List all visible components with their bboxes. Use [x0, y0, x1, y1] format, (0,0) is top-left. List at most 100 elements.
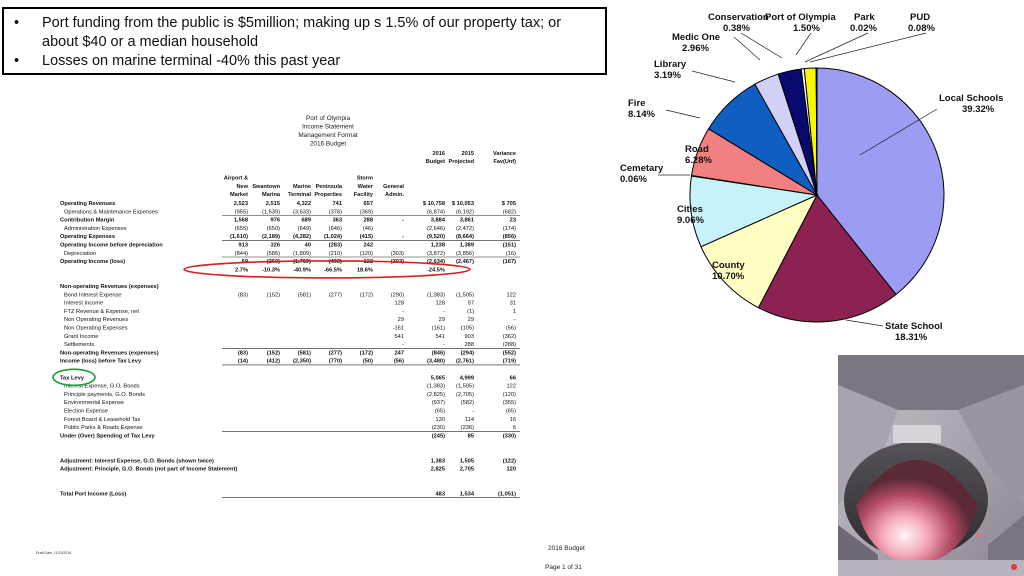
statement-cell: (646)	[329, 226, 342, 232]
statement-cell: (3,480)	[427, 359, 445, 365]
statement-cell: 16	[510, 417, 516, 423]
statement-cell: -	[514, 317, 516, 323]
statement-cell: -24.5%	[427, 267, 445, 273]
statement-cell: 40	[305, 243, 311, 249]
statement-row-label: Under (Over) Spending of Tax Levy	[60, 433, 156, 439]
pie-slice-pud	[815, 67, 818, 196]
pie-label-value: 9.06%	[677, 215, 704, 226]
statement-row: Adjustment: Interest Expense, G.O. Bonds…	[60, 458, 516, 464]
statement-cell: (120)	[503, 392, 516, 398]
pie-label-name: Cities	[677, 204, 703, 215]
statement-cell: $ 705	[502, 201, 516, 207]
pie-label-name: Medic One	[672, 32, 720, 43]
statement-cell: (4,282)	[293, 234, 311, 240]
pie-leader-line	[795, 32, 812, 56]
statement-cell: 657	[364, 201, 374, 207]
statement-cell: (8,664)	[456, 234, 474, 240]
statement-cell: (1,769)	[293, 259, 311, 265]
statement-cell: (50)	[363, 359, 373, 365]
statement-row-label: Interest Expense, G.O. Bonds	[64, 384, 140, 390]
pie-slice-local-schools	[816, 67, 945, 296]
statement-cell: (6,192)	[456, 209, 474, 215]
statement-cell: -	[402, 342, 404, 348]
statement-cell: (415)	[360, 234, 373, 240]
statement-cell: (2,761)	[456, 359, 474, 365]
pie-label-name: Library	[654, 59, 687, 70]
statement-title-line: Port of Olympia	[306, 115, 350, 122]
statement-cell: (2,646)	[427, 226, 445, 232]
statement-row: Bond Interest Expense (83) (152) (581) (277)…	[64, 292, 516, 298]
statement-cell: (3,872)	[427, 251, 445, 257]
pie-leader-line	[859, 108, 938, 156]
statement-cell: 122	[507, 384, 517, 390]
statement-cell: 288	[465, 342, 475, 348]
pie-label-name: Local Schools	[939, 93, 1003, 104]
statement-row-label: Settlements	[64, 342, 94, 348]
statement-row-label: Interest Income	[64, 301, 103, 307]
statement-column-header-line: Projected	[449, 159, 475, 165]
statement-cell: (581)	[298, 350, 311, 356]
pie-leader-line	[733, 36, 761, 61]
statement-row: Non Operating Revenues 29 29 29 -	[64, 317, 516, 323]
statement-cell: (65)	[435, 409, 445, 415]
statement-row-label: Depreciation	[64, 251, 96, 257]
statement-row-label: Contribution Margin	[60, 218, 115, 224]
statement-column-header-line: Market	[230, 192, 248, 198]
statement-cell: (6,874)	[427, 209, 445, 215]
statement-cell: (1,539)	[262, 209, 280, 215]
statement-row-label: Operating Revenues	[60, 201, 115, 207]
statement-cell: 288	[364, 218, 374, 224]
statement-row: Under (Over) Spending of Tax Levy (245) 85…	[60, 433, 516, 439]
statement-cell: -	[402, 309, 404, 315]
statement-cell: (9,520)	[427, 234, 445, 240]
statement-cell: 1,389	[460, 243, 474, 249]
statement-annotations	[52, 260, 471, 387]
pie-label-name: PUD	[910, 12, 930, 23]
statement-title-line: 2016 Budget	[310, 141, 346, 148]
statement-cell: (493)	[329, 259, 342, 265]
statement-row-label: Operations & Maintenance Expenses	[64, 209, 158, 215]
statement-cell: 122	[507, 292, 517, 298]
statement-cell: 4,999	[460, 375, 474, 381]
statement-row: Public Parks & Roads Expense (230) (236) 6	[64, 425, 520, 432]
statement-cell: 18.6%	[357, 267, 373, 273]
statement-cell: 2,523	[234, 201, 248, 207]
statement-cell: (105)	[461, 326, 474, 332]
pie-label-value: 10.70%	[712, 271, 745, 282]
statement-row: Operations & Maintenance Expenses (955) (1…	[64, 209, 520, 216]
pie-leader-line	[665, 109, 701, 119]
statement-cell: 976	[271, 218, 281, 224]
statement-row: Non Operating Expenses -161 (161) (105) (56)	[64, 326, 516, 332]
pie-leader-line	[691, 70, 736, 83]
statement-cell: (369)	[360, 209, 373, 215]
pie-label-value: 2.96%	[682, 43, 709, 54]
statement-cell: -	[402, 218, 404, 224]
statement-cell: (3,856)	[456, 251, 474, 257]
statement-cell: (151)	[503, 243, 516, 249]
statement-cell: 114	[465, 417, 474, 423]
statement-cell: $ 10,053	[452, 201, 474, 207]
statement-column-header-line: 2016	[433, 151, 445, 157]
statement-cell: (56)	[394, 359, 404, 365]
statement-footer-budget: 2016 Budget	[548, 545, 585, 552]
green-highlight-ellipse	[52, 368, 96, 387]
pie-label-value: 0.02%	[850, 23, 877, 34]
statement-cell: (65)	[506, 409, 516, 415]
statement-column-header-line: 2015	[462, 151, 474, 157]
statement-row: Adjustment: Principle, G.O. Bonds (not p…	[60, 467, 516, 473]
statement-row: Contribution Margin 1,568 976 689 363 288 - 3,8…	[60, 218, 516, 224]
statement-cell: (1,051)	[498, 492, 516, 498]
statement-row-label: Non Operating Revenues	[64, 317, 128, 323]
statement-cell: 689	[302, 218, 312, 224]
statement-column-header-line: Storm	[357, 176, 373, 182]
statement-row-label: Bond Interest Expense	[64, 292, 122, 298]
bullet-text-port-funding: Port funding from the public is $5millio…	[42, 15, 562, 50]
statement-row-label: Tax Levy	[60, 375, 85, 381]
statement-title: Port of Olympia Income StatementManagemen…	[298, 115, 358, 148]
statement-cell: (290)	[391, 292, 404, 298]
statement-cell: (1,505)	[456, 384, 474, 390]
